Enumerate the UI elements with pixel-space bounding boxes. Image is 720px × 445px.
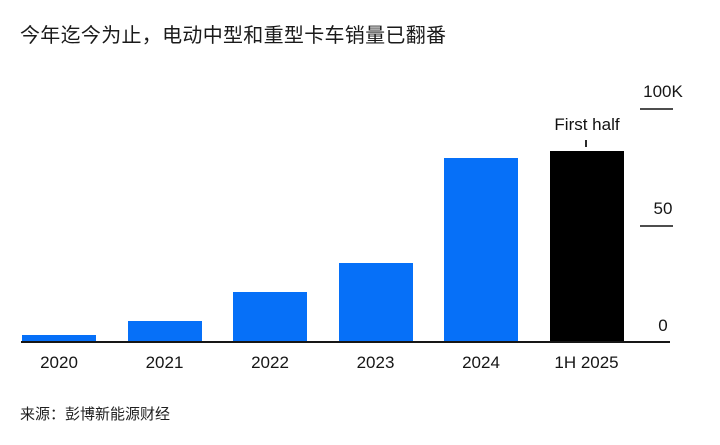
x-label-2024: 2024 (462, 353, 500, 372)
bar-2021 (127, 321, 202, 343)
bar-2023 (338, 263, 413, 343)
x-label-2022: 2022 (251, 353, 289, 372)
y-tick-label-0: 0 (658, 316, 668, 335)
bar-2024 (444, 158, 518, 343)
x-label-2021: 2021 (145, 353, 184, 372)
y-tick-line-50 (640, 225, 673, 227)
x-label-2023: 2023 (356, 353, 395, 372)
x-axis-line (21, 341, 670, 343)
y-tick-line-100k (640, 108, 673, 110)
bar-1h-2025 (549, 151, 624, 343)
chart-title: 今年迄今为止，电动中型和重型卡车销量已翻番 (20, 25, 447, 47)
annotation-tick-icon (585, 140, 587, 147)
annotation-first-half: First half (554, 115, 620, 134)
bar-2020 (22, 335, 96, 343)
x-label-2020: 2020 (40, 353, 78, 372)
bar-2022 (233, 292, 307, 343)
x-label-1h-2025: 1H 2025 (554, 353, 619, 372)
source-label: 来源：彭博新能源财经 (20, 406, 171, 423)
y-tick-label-50: 50 (653, 199, 673, 218)
y-tick-label-100k: 100K (643, 82, 683, 101)
